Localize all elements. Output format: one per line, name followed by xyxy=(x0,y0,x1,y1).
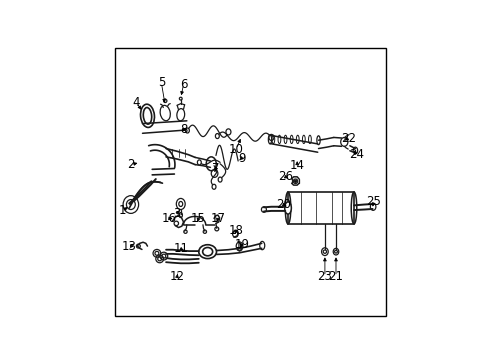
Bar xyxy=(287,192,353,224)
Text: 11: 11 xyxy=(173,242,188,255)
Text: 17: 17 xyxy=(210,212,225,225)
Text: 9: 9 xyxy=(238,152,245,165)
Text: 10: 10 xyxy=(228,143,243,156)
Text: 19: 19 xyxy=(234,238,249,251)
Text: 26: 26 xyxy=(277,170,292,183)
Text: 15: 15 xyxy=(191,212,205,225)
Ellipse shape xyxy=(197,160,201,165)
Text: 25: 25 xyxy=(366,195,381,208)
Text: 3: 3 xyxy=(173,207,181,220)
Text: 24: 24 xyxy=(348,148,363,161)
Text: 8: 8 xyxy=(180,123,187,136)
Text: 13: 13 xyxy=(122,240,136,253)
Ellipse shape xyxy=(215,134,219,139)
Ellipse shape xyxy=(179,97,182,100)
Text: 2: 2 xyxy=(127,158,134,171)
Text: 16: 16 xyxy=(161,212,176,225)
Text: 1: 1 xyxy=(119,204,126,217)
Ellipse shape xyxy=(294,180,296,183)
Ellipse shape xyxy=(185,128,189,133)
Text: 20: 20 xyxy=(275,198,290,211)
Ellipse shape xyxy=(212,184,216,189)
Text: 14: 14 xyxy=(289,159,304,172)
Text: 6: 6 xyxy=(180,78,187,91)
Ellipse shape xyxy=(268,134,273,140)
Ellipse shape xyxy=(218,177,222,182)
Ellipse shape xyxy=(225,129,230,135)
Text: 22: 22 xyxy=(340,131,355,144)
Text: 12: 12 xyxy=(169,270,184,283)
Text: 4: 4 xyxy=(132,96,140,109)
Text: 23: 23 xyxy=(317,270,332,283)
Text: 7: 7 xyxy=(212,162,219,175)
Ellipse shape xyxy=(284,202,291,214)
Text: 21: 21 xyxy=(328,270,343,283)
Text: 18: 18 xyxy=(228,224,243,237)
Text: 5: 5 xyxy=(157,76,165,89)
Ellipse shape xyxy=(163,99,166,103)
